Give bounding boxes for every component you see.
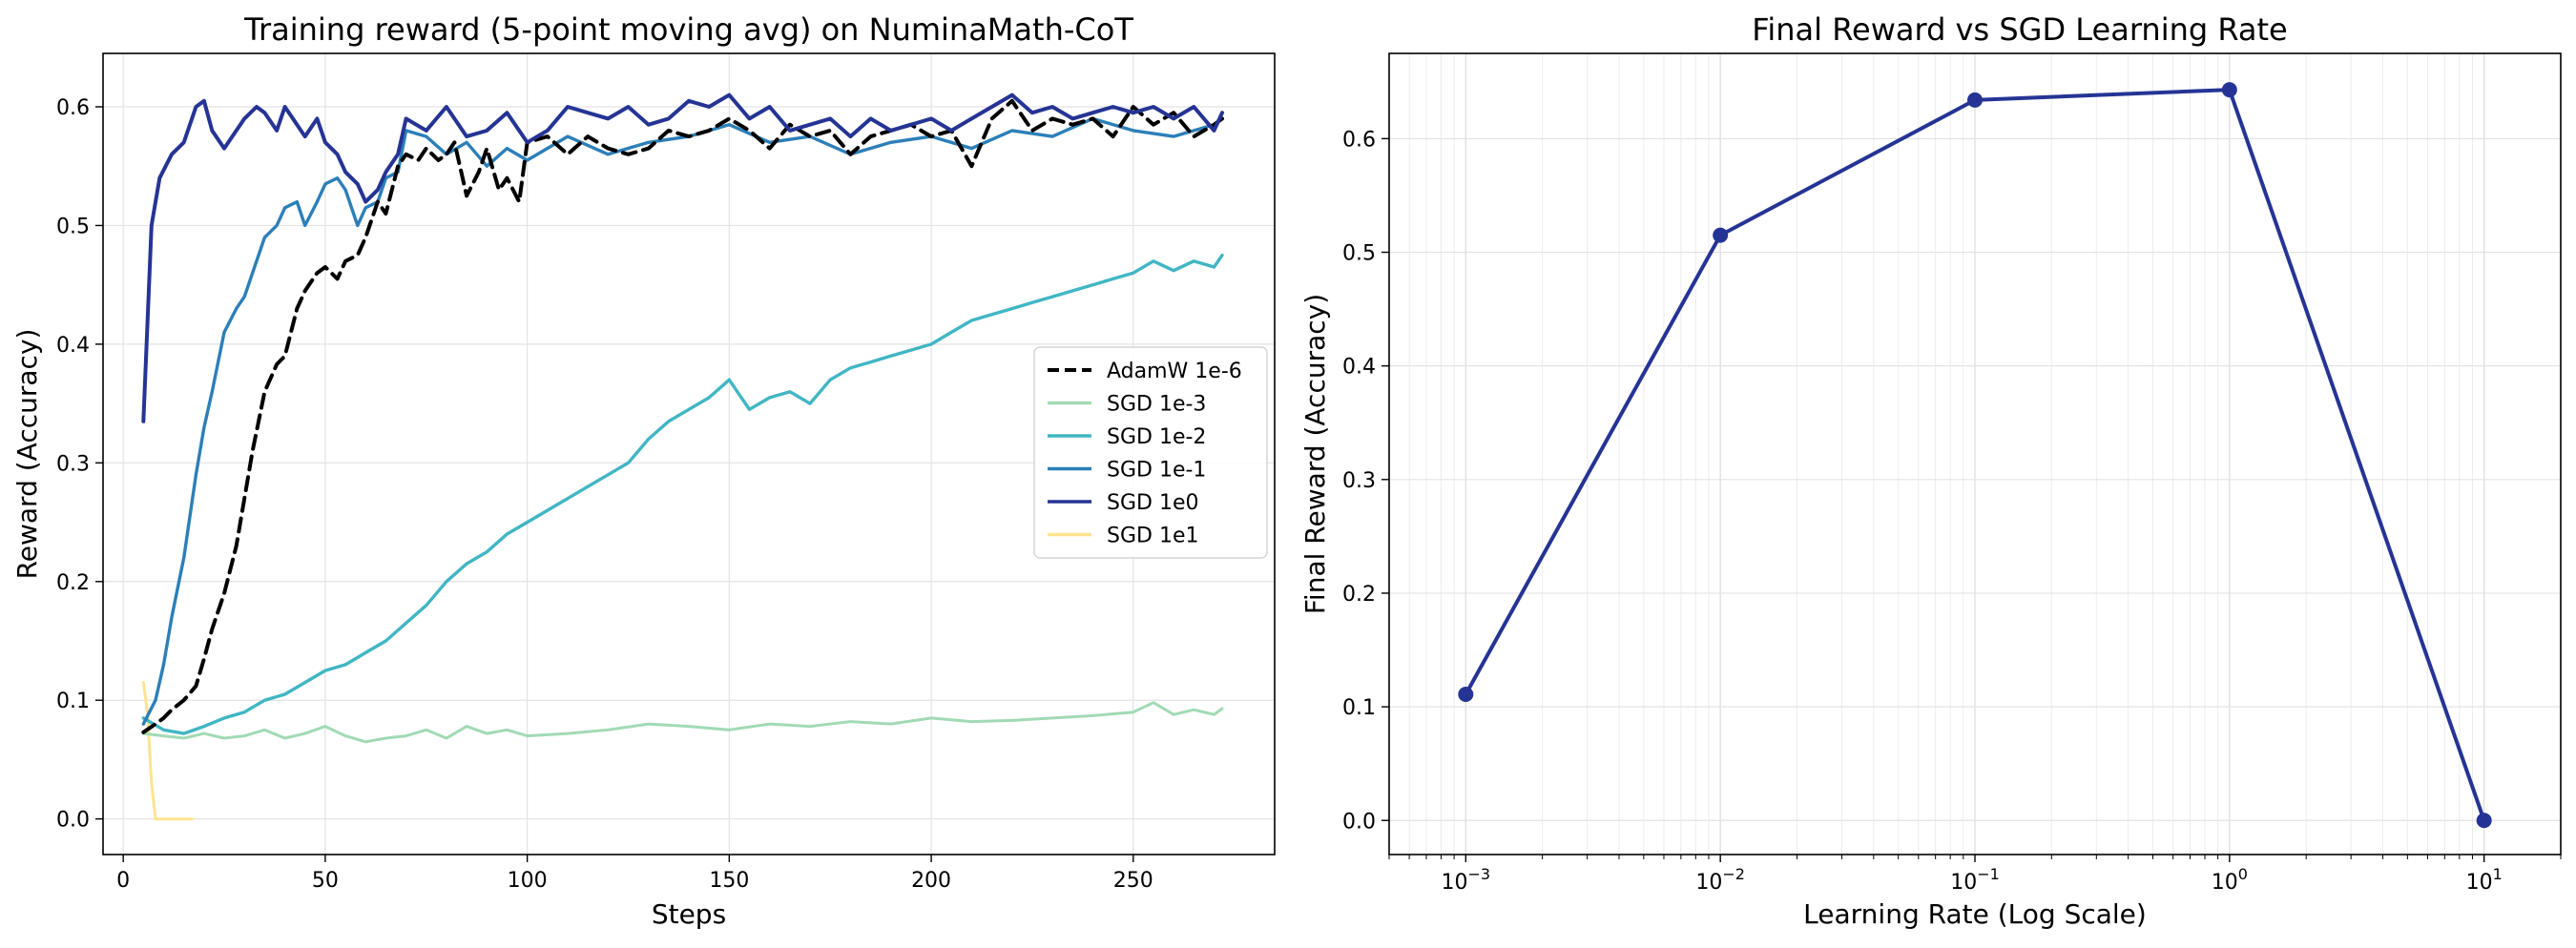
right-y-tick-label: 0.2 [1342,583,1376,607]
series-line-adamw-1e-6 [141,98,1224,734]
legend-entry-label: SGD 1e0 [1107,491,1198,515]
series-line-sgd-1e-2 [141,253,1224,735]
left-x-tick-label: 200 [911,869,951,893]
right-grid [1388,53,2562,855]
left-x-tick-label: 100 [508,869,548,893]
final-reward-point [1967,92,1983,108]
right-y-tick-label: 0.4 [1342,356,1376,380]
left-y-tick-label: 0.5 [56,215,90,238]
left-chart-panel: Training reward (5-point moving avg) on … [11,11,1276,930]
left-plot-frame [102,52,1276,855]
right-x-tick-label: 10−3 [1442,865,1491,895]
final-reward-point [2221,82,2237,98]
left-y-ticks: 0.0 0.1 0.2 0.3 0.4 0.5 0.6 [56,96,103,833]
legend: AdamW 1e-6 SGD 1e-3 SGD 1e-2 SGD 1e-1 SGD 1e… [1033,346,1268,559]
right-x-axis-label: Learning Rate (Log Scale) [1803,898,2147,930]
legend-entry-label: SGD 1e-1 [1107,459,1206,483]
right-y-axis-label: Final Reward (Accuracy) [1299,294,1331,614]
left-series-lines [141,93,1224,821]
right-y-tick-label: 0.6 [1342,128,1376,152]
left-y-tick-label: 0.4 [56,334,90,358]
right-x-tick-label: 101 [2466,865,2503,895]
left-x-ticks: 0 50 100 150 200 250 [116,855,1153,893]
series-line-sgd-1e1 [141,681,194,821]
right-x-ticks: 10−3 10−2 10−1 100 101 [1388,855,2562,895]
right-x-tick-label: 100 [2212,865,2248,895]
left-y-tick-label: 0.1 [56,690,90,713]
legend-entry-label: SGD 1e-3 [1107,393,1206,417]
legend-entry-label: SGD 1e-2 [1107,425,1206,449]
right-chart-title: Final Reward vs SGD Learning Rate [1752,11,2287,48]
right-y-tick-label: 0.0 [1342,810,1376,834]
legend-box [1033,346,1268,559]
right-chart-panel: Final Reward vs SGD Learning Rate 10−3 10… [1299,11,2562,930]
left-y-tick-label: 0.0 [56,809,90,833]
left-y-tick-label: 0.6 [56,96,90,120]
left-y-tick-label: 0.2 [56,571,90,595]
legend-entry-label: SGD 1e1 [1107,525,1198,548]
right-y-tick-label: 0.5 [1342,242,1376,266]
left-y-tick-label: 0.3 [56,452,90,476]
left-chart-title: Training reward (5-point moving avg) on … [243,11,1133,48]
left-x-axis-label: Steps [652,898,726,930]
final-reward-point [1458,687,1474,702]
right-y-tick-label: 0.1 [1342,696,1376,720]
left-x-tick-label: 0 [116,869,130,893]
left-x-tick-label: 250 [1113,869,1153,893]
series-line-sgd-1e-3 [141,701,1224,744]
left-x-tick-label: 150 [709,869,749,893]
right-x-tick-label: 10−1 [1950,865,2000,895]
right-series-lines [1458,82,2492,829]
legend-entry-label: AdamW 1e-6 [1107,360,1242,383]
right-y-ticks: 0.0 0.1 0.2 0.3 0.4 0.5 0.6 [1342,128,1389,834]
right-x-tick-label: 10−2 [1695,865,1745,895]
right-y-tick-label: 0.3 [1342,469,1376,493]
left-x-tick-label: 50 [312,869,339,893]
series-line-sgd-1e0 [141,93,1224,423]
left-y-axis-label: Reward (Accuracy) [11,329,43,580]
final-reward-point [1713,227,1729,243]
final-reward-point [2476,813,2492,829]
